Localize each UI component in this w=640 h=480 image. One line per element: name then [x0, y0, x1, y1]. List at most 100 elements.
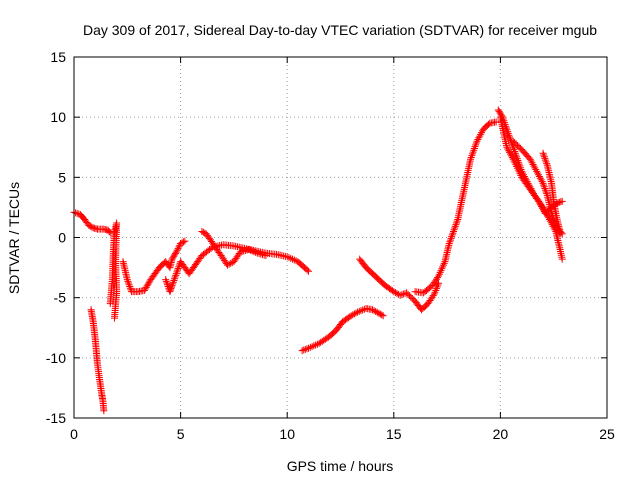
data-point — [492, 118, 500, 126]
data-point — [537, 201, 545, 209]
data-point — [437, 267, 445, 275]
data-point — [172, 270, 180, 278]
chart-title: Day 309 of 2017, Sidereal Day-to-day VTE… — [83, 22, 597, 38]
data-point — [162, 276, 170, 284]
axis-ticks — [73, 56, 608, 419]
data-point — [545, 214, 553, 222]
data-point — [530, 162, 538, 170]
data-point — [398, 291, 406, 299]
data-point — [453, 217, 461, 225]
data-point — [507, 152, 515, 160]
data-point — [504, 128, 512, 136]
data-point — [125, 279, 133, 287]
series-arc5 — [162, 241, 313, 296]
data-point — [558, 197, 566, 205]
data-point — [144, 280, 152, 288]
data-point — [435, 272, 443, 280]
series-arc13 — [539, 149, 566, 238]
series-arc11 — [496, 113, 566, 217]
data-point — [529, 160, 537, 168]
data-point — [173, 246, 181, 254]
data-point — [434, 281, 442, 289]
data-point — [175, 263, 183, 271]
data-point — [528, 159, 536, 167]
data-point — [198, 227, 206, 235]
data-point — [494, 106, 502, 114]
data-point — [298, 347, 306, 355]
data-point — [512, 151, 520, 159]
data-point — [350, 310, 358, 318]
data-point — [513, 163, 521, 171]
data-point — [511, 149, 519, 157]
series-arc12 — [509, 137, 564, 238]
data-point — [533, 167, 541, 175]
series-arc7 — [298, 304, 387, 355]
data-point — [359, 306, 367, 314]
y-tick-label: -15 — [46, 410, 66, 426]
data-point — [452, 221, 460, 229]
data-point — [449, 227, 457, 235]
data-point — [439, 263, 447, 271]
data-point — [543, 160, 551, 168]
data-point — [312, 341, 320, 349]
data-point — [508, 154, 516, 162]
data-point — [476, 132, 484, 140]
data-point — [484, 120, 492, 128]
data-point — [535, 197, 543, 205]
series-arc8 — [356, 255, 443, 314]
data-point — [506, 150, 514, 158]
data-point — [538, 204, 546, 212]
data-point — [540, 151, 548, 159]
data-point — [163, 279, 171, 287]
data-point — [227, 259, 235, 267]
data-point — [510, 146, 518, 154]
x-tick-label: 10 — [279, 426, 295, 442]
data-point — [514, 166, 522, 174]
data-point — [303, 266, 311, 274]
data-point — [390, 288, 398, 296]
data-point — [287, 254, 295, 262]
data-point — [558, 230, 566, 238]
data-point — [541, 156, 549, 164]
data-point — [169, 254, 177, 262]
data-point — [504, 145, 512, 153]
data-point — [542, 158, 550, 166]
data-point — [543, 190, 551, 198]
data-point — [451, 224, 459, 232]
data-point — [535, 172, 543, 180]
data-point — [467, 153, 475, 161]
data-point — [540, 183, 548, 191]
data-point — [539, 179, 547, 187]
data-point — [436, 268, 444, 276]
data-point — [511, 147, 519, 155]
data-point — [541, 154, 549, 162]
x-tick-label: 15 — [386, 426, 402, 442]
data-point — [305, 267, 313, 275]
data-point — [143, 282, 151, 290]
data-point — [368, 306, 376, 314]
data-points — [70, 106, 566, 415]
plot-frame — [73, 56, 608, 419]
data-point — [174, 266, 182, 274]
data-point — [354, 308, 362, 316]
data-point — [245, 246, 253, 254]
data-point — [126, 282, 134, 290]
data-point — [401, 289, 409, 297]
data-point — [72, 209, 80, 217]
y-tick-label: 5 — [58, 169, 66, 185]
data-point — [85, 221, 93, 229]
data-point — [347, 312, 355, 320]
data-point — [166, 286, 174, 294]
data-point — [510, 157, 518, 165]
data-point — [88, 223, 96, 231]
x-tick-label: 0 — [70, 426, 78, 442]
data-point — [539, 149, 547, 157]
data-point — [378, 311, 386, 319]
data-point — [506, 148, 514, 156]
data-point — [141, 285, 149, 293]
data-point — [450, 226, 458, 234]
data-point — [393, 289, 401, 297]
data-point — [169, 278, 177, 286]
data-point — [164, 281, 172, 289]
data-point — [178, 239, 186, 247]
